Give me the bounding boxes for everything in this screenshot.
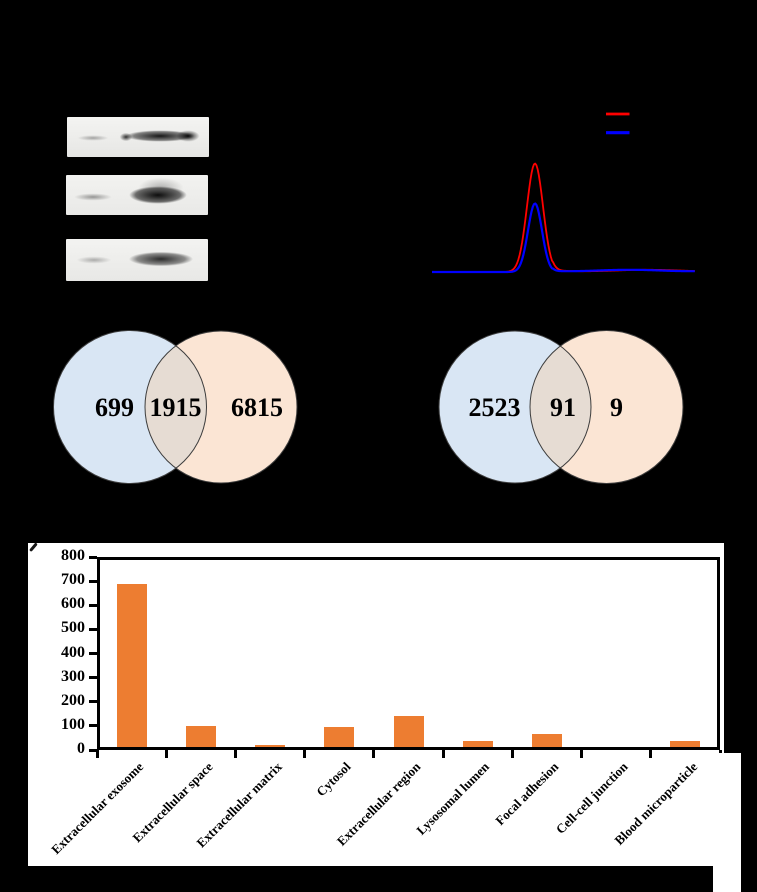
bar-cytosol: [324, 726, 355, 750]
y-tick-label: 500: [61, 619, 85, 637]
y-axis-tick: [89, 627, 97, 631]
x-axis-tick: [441, 750, 445, 758]
white-background-patch: [713, 753, 741, 892]
x-axis-tick: [580, 750, 584, 758]
western-blot-strip-2: [66, 175, 208, 215]
x-axis-tick: [233, 750, 237, 758]
western-blot-strip-1: [67, 117, 209, 157]
y-tick-label: 300: [61, 667, 85, 685]
bar-lysosomal-lumen: [462, 740, 493, 750]
x-axis-tick: [164, 750, 168, 758]
plot-border: [97, 557, 100, 750]
y-axis-tick: [89, 748, 97, 752]
bar-focal-adhesion: [531, 733, 562, 750]
y-axis-tick: [89, 652, 97, 655]
flow-curves: [432, 162, 695, 274]
y-tick-label: 0: [77, 740, 85, 757]
bar-extracellular-exosome: [116, 583, 147, 750]
flow-curve-blue: [432, 202, 695, 274]
plot-border: [97, 557, 720, 560]
y-tick-label: 100: [61, 715, 85, 733]
venn-right-set-a-outline: [438, 330, 592, 484]
y-axis-tick: [89, 700, 97, 704]
x-axis-tick: [303, 750, 307, 758]
x-axis-tick: [95, 750, 99, 758]
western-blot-strip-3: [66, 239, 208, 281]
y-axis-tick: [89, 603, 97, 607]
venn-left-value-left: 699: [95, 393, 134, 422]
venn-left-set-b-outline: [144, 330, 298, 484]
bar-extracellular-region: [393, 716, 424, 750]
venn-left-value-overlap: 1915: [150, 393, 202, 422]
plot-border: [717, 557, 720, 750]
flow-histogram-panel: [432, 112, 695, 274]
y-tick-label: 200: [61, 691, 85, 709]
y-tick-label: 600: [61, 595, 85, 613]
y-axis-tick: [89, 676, 97, 680]
x-category-label: Cytosol: [313, 759, 354, 800]
flow-curve-red: [432, 162, 695, 273]
plot-border: [97, 747, 720, 750]
venn-diagram-right: 2523 91 9: [438, 330, 684, 484]
venn-right-value-overlap: 91: [550, 393, 576, 422]
y-axis-tick: [89, 724, 97, 728]
bar-extracellular-space: [185, 726, 216, 750]
y-tick-label: 700: [61, 571, 85, 589]
y-tick-label: 400: [61, 643, 85, 661]
y-axis-tick: [89, 555, 97, 559]
venn-right-value-right: 9: [610, 393, 623, 422]
venn-right-overlap-fill: [530, 331, 591, 483]
x-axis-tick: [649, 750, 653, 758]
x-category-label: Extracellular exosome: [48, 759, 147, 858]
bar-blood-microparticle: [670, 741, 701, 750]
venn-right-set-b-outline: [529, 330, 684, 484]
y-tick-label: 800: [61, 547, 85, 564]
go-bar-chart-panel: 0 100 200 300 400 500 600 700 800 Extracellular e…: [28, 542, 724, 866]
x-category-label: Lysosomal lumen: [413, 759, 493, 838]
venn-diagram-left: 699 1915 6815: [53, 330, 298, 484]
x-axis-tick: [372, 750, 376, 758]
venn-left-overlap-fill: [145, 331, 207, 483]
venn-right-value-left: 2523: [469, 393, 521, 422]
x-category-label: Cell-cell junction: [553, 759, 631, 837]
venn-left-set-a-outline: [53, 330, 207, 484]
venn-left-value-right: 6815: [231, 393, 283, 422]
x-axis-tick: [510, 750, 514, 758]
y-axis-tick: [89, 579, 97, 583]
x-category-label: Focal adhesion: [492, 759, 562, 829]
